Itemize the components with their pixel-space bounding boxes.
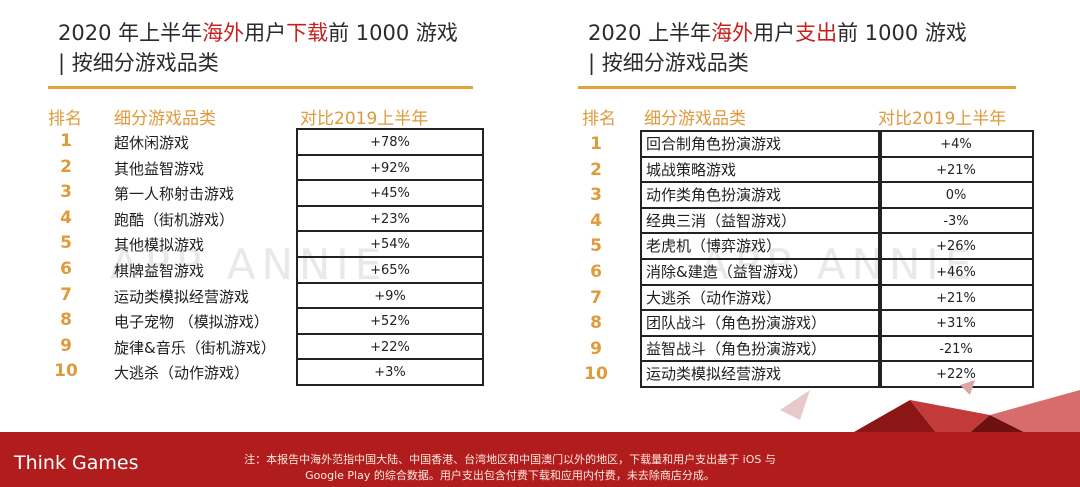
- change-cell: -3%: [880, 206, 1032, 233]
- change-cell: +54%: [298, 230, 482, 256]
- category-label: 运动类模拟经营游戏: [114, 287, 250, 306]
- category-cell: 经典三消（益智游戏）: [642, 206, 880, 233]
- category-label: 其他模拟游戏: [114, 236, 205, 255]
- category-cell: 老虎机（博弈游戏）: [642, 232, 880, 258]
- footer-bar: [0, 432, 1080, 487]
- downloads-change-table: +78% +92% +45% +23% +54% +65% +9% +52% +22% +3%: [296, 128, 484, 386]
- rank-number: 3: [590, 185, 602, 206]
- category-label: 超休闲游戏: [114, 134, 190, 152]
- rank-number: 5: [60, 233, 72, 254]
- category-label: 跑酷（街机游戏）: [114, 210, 235, 229]
- title-part: 用户: [753, 21, 796, 45]
- spending-change-table: +4% +21% 0% -3% +26% +46% +21% +31% -21% +22%: [878, 130, 1034, 388]
- title-subtitle: | 按细分游戏品类: [588, 51, 749, 75]
- change-cell: +22%: [298, 332, 482, 359]
- category-cell: 动作类角色扮演游戏: [642, 181, 880, 207]
- rank-number: 4: [590, 210, 602, 231]
- change-cell: +22%: [880, 360, 1032, 386]
- rank-number: 2: [590, 159, 602, 180]
- category-cell: 回合制角色扮演游戏: [642, 130, 880, 156]
- header-change: 对比2019上半年: [878, 109, 1007, 129]
- category-label: 其他益智游戏: [114, 159, 205, 178]
- spending-category-table: 回合制角色扮演游戏 城战策略游戏 动作类角色扮演游戏 经典三消（益智游戏） 老虎机（博弈…: [640, 130, 882, 388]
- change-cell: 0%: [880, 181, 1032, 207]
- title-highlight: 下载: [286, 21, 329, 45]
- category-cell: 城战策略游戏: [642, 155, 880, 182]
- note-line: Google Play 的综合数据。用户支出包含付费下载和应用内付费，未去除商店…: [305, 469, 715, 482]
- rank-number: 8: [590, 313, 602, 334]
- category-cell: 团队战斗（角色扮演游戏）: [642, 309, 880, 335]
- rank-number: 8: [60, 310, 72, 331]
- note-line: 注：本报告中海外范指中国大陆、中国香港、台湾地区和中国澳门以外的地区，下载量和用…: [244, 453, 776, 466]
- title-part: 2020 上半年: [588, 21, 712, 45]
- rank-number: 5: [590, 236, 602, 257]
- change-cell: +46%: [880, 257, 1032, 284]
- downloads-title: 2020 年上半年海外用户下载前 1000 游戏 | 按细分游戏品类: [58, 18, 458, 78]
- rank-number: 2: [60, 156, 72, 177]
- title-part: 前 1000 游戏: [837, 21, 967, 45]
- change-cell: -21%: [880, 334, 1032, 361]
- rank-number: 9: [590, 338, 602, 359]
- title-highlight: 支出: [795, 21, 838, 45]
- change-cell: +45%: [298, 179, 482, 205]
- rank-number: 6: [60, 259, 72, 279]
- change-cell: +23%: [298, 204, 482, 231]
- rank-number: 6: [590, 262, 602, 282]
- change-cell: +31%: [880, 309, 1032, 335]
- change-cell: +65%: [298, 255, 482, 282]
- change-cell: +78%: [298, 128, 482, 154]
- rank-number: 9: [60, 335, 72, 356]
- category-cell: 益智战斗（角色扮演游戏）: [642, 334, 880, 361]
- watermark-left: APP ANNIE: [110, 240, 388, 289]
- rank-number: 10: [54, 361, 78, 382]
- category-cell: 运动类模拟经营游戏: [642, 360, 880, 386]
- spending-title: 2020 上半年海外用户支出前 1000 游戏 | 按细分游戏品类: [588, 18, 967, 78]
- change-cell: +9%: [298, 281, 482, 308]
- rank-number: 7: [590, 287, 602, 308]
- category-label: 旋律&音乐（街机游戏）: [114, 338, 276, 357]
- title-divider: [578, 86, 1016, 89]
- title-part: 2020 年上半年: [58, 21, 203, 45]
- category-label: 大逃杀（动作游戏）: [114, 364, 250, 383]
- rank-number: 10: [584, 364, 608, 385]
- change-cell: +26%: [880, 232, 1032, 258]
- title-subtitle: | 按细分游戏品类: [58, 51, 219, 75]
- watermark-right: APP ANNIE: [700, 240, 978, 289]
- title-divider: [48, 86, 473, 89]
- footer-note: 注：本报告中海外范指中国大陆、中国香港、台湾地区和中国澳门以外的地区，下载量和用…: [190, 452, 830, 484]
- header-rank: 排名: [582, 109, 616, 129]
- change-cell: +3%: [298, 358, 482, 384]
- rank-number: 7: [60, 284, 72, 305]
- header-change: 对比2019上半年: [300, 109, 429, 129]
- change-cell: +21%: [880, 283, 1032, 310]
- change-cell: +4%: [880, 130, 1032, 156]
- brand-logo: Think Games: [14, 452, 139, 474]
- change-cell: +92%: [298, 153, 482, 180]
- category-label: 棋牌益智游戏: [114, 262, 205, 280]
- header-category: 细分游戏品类: [114, 109, 216, 129]
- rank-number: 1: [60, 131, 72, 151]
- change-cell: +21%: [880, 155, 1032, 182]
- category-cell: 大逃杀（动作游戏）: [642, 283, 880, 310]
- title-part: 前 1000 游戏: [328, 21, 458, 45]
- change-cell: +52%: [298, 307, 482, 333]
- category-label: 第一人称射击游戏: [114, 185, 235, 204]
- category-label: 电子宠物 （模拟游戏）: [114, 313, 269, 332]
- header-category: 细分游戏品类: [644, 109, 746, 129]
- title-highlight: 海外: [711, 21, 754, 45]
- rank-number: 4: [60, 207, 72, 228]
- title-part: 用户: [244, 21, 287, 45]
- rank-number: 1: [590, 134, 602, 154]
- rank-number: 3: [60, 182, 72, 203]
- header-rank: 排名: [48, 109, 82, 129]
- category-cell: 消除&建造（益智游戏）: [642, 257, 880, 284]
- title-highlight: 海外: [202, 21, 245, 45]
